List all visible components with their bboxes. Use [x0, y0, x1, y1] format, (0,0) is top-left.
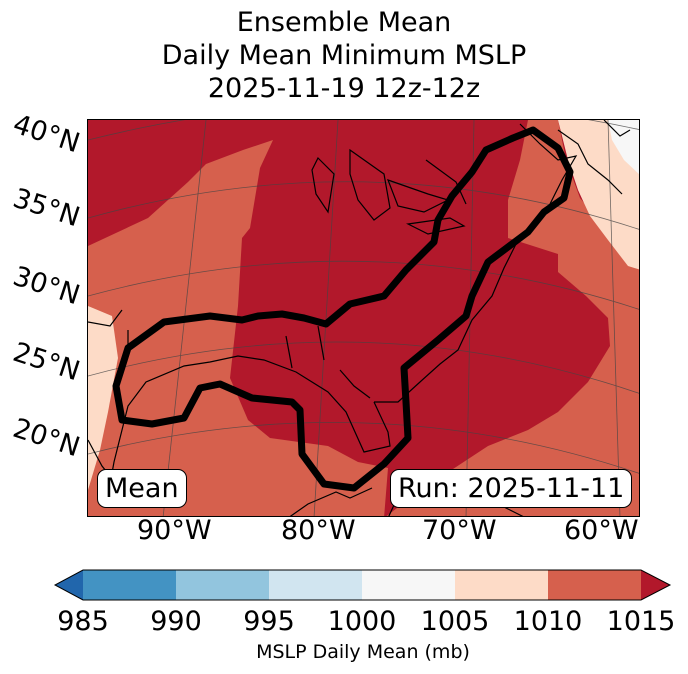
- colorbar-extend-high: [641, 570, 670, 600]
- lon-label-60: 60°W: [564, 515, 639, 546]
- lon-label-70: 70°W: [422, 515, 497, 546]
- colorbar-bin-1010: [548, 570, 641, 600]
- colorbar-bin-1000: [362, 570, 455, 600]
- colorbar-tick-1010: 1010: [513, 606, 583, 637]
- colorbar-tick-1005: 1005: [420, 606, 490, 637]
- colorbar-bin-1005: [455, 570, 548, 600]
- lat-label-40: 40°N: [9, 108, 84, 160]
- colorbar: [53, 569, 672, 601]
- colorbar-tick-995: 995: [243, 606, 295, 637]
- lat-label-25: 25°N: [9, 336, 84, 388]
- mean-badge: Mean: [97, 469, 187, 508]
- colorbar-tick-1000: 1000: [327, 606, 397, 637]
- lat-label-30: 30°N: [9, 260, 84, 312]
- map-panel: Mean Run: 2025-11-11: [87, 119, 640, 517]
- colorbar-extend-low: [55, 570, 83, 600]
- colorbar-bin-995: [269, 570, 362, 600]
- fill-1005-northeast: [558, 120, 639, 270]
- lat-label-20: 20°N: [9, 412, 84, 464]
- title-line-1: Ensemble Mean: [236, 7, 452, 38]
- colorbar-tick-985: 985: [57, 606, 109, 637]
- map-svg: [88, 120, 639, 516]
- fill-1010-atlantic: [386, 120, 639, 516]
- lon-label-90: 90°W: [137, 515, 212, 546]
- title-line-2: Daily Mean Minimum MSLP: [161, 40, 527, 71]
- colorbar-bin-990: [176, 570, 269, 600]
- lat-label-35: 35°N: [9, 182, 84, 234]
- fill-1000-region: [608, 120, 639, 175]
- graticule: [88, 120, 639, 516]
- colorbar-label: MSLP Daily Mean (mb): [256, 641, 470, 663]
- colorbar-bin-985: [83, 570, 176, 600]
- lon-label-80: 80°W: [281, 515, 356, 546]
- title-line-3: 2025-11-19 12z-12z: [207, 73, 481, 104]
- colorbar-tick-1015: 1015: [606, 606, 676, 637]
- fill-1005-mexico: [88, 306, 118, 490]
- colorbar-outline: [53, 569, 672, 601]
- colorbar-tick-990: 990: [150, 606, 202, 637]
- ensemble-contour: [112, 126, 574, 492]
- run-badge: Run: 2025-11-11: [390, 469, 633, 508]
